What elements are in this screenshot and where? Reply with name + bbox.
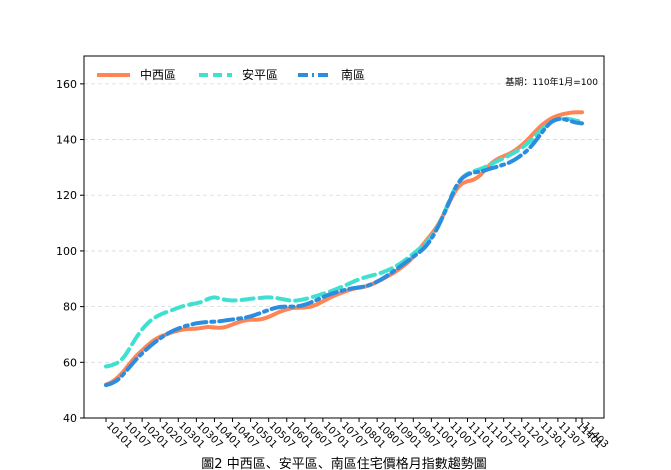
- gridlines: [84, 83, 604, 363]
- legend-label-series-3: 南區: [341, 67, 365, 82]
- y-tick-label: 80: [63, 301, 77, 314]
- series-lines: [104, 110, 584, 388]
- legend: 中西區 安平區 南區: [97, 67, 365, 82]
- y-tick-label: 160: [56, 78, 77, 91]
- chart-caption: 圖2 中西區、安平區、南區住宅價格月指數趨勢圖: [201, 456, 486, 470]
- y-axis: 40 60 80 100 120 140 160: [56, 78, 84, 425]
- series-line-3: [104, 116, 584, 388]
- legend-label-series-2: 安平區: [242, 67, 278, 82]
- series-line-2: [104, 116, 584, 369]
- y-tick-label: 120: [56, 189, 77, 202]
- base-period-note: 基期：110年1月=100: [505, 76, 598, 88]
- x-axis: 1010110107102011020710301103071040110407…: [104, 418, 610, 451]
- y-tick-label: 60: [63, 356, 77, 369]
- y-tick-label: 140: [56, 134, 77, 147]
- legend-label-series-1: 中西區: [140, 67, 176, 82]
- y-tick-label: 100: [56, 245, 77, 258]
- y-tick-label: 40: [63, 412, 77, 425]
- plot-frame: [83, 55, 605, 419]
